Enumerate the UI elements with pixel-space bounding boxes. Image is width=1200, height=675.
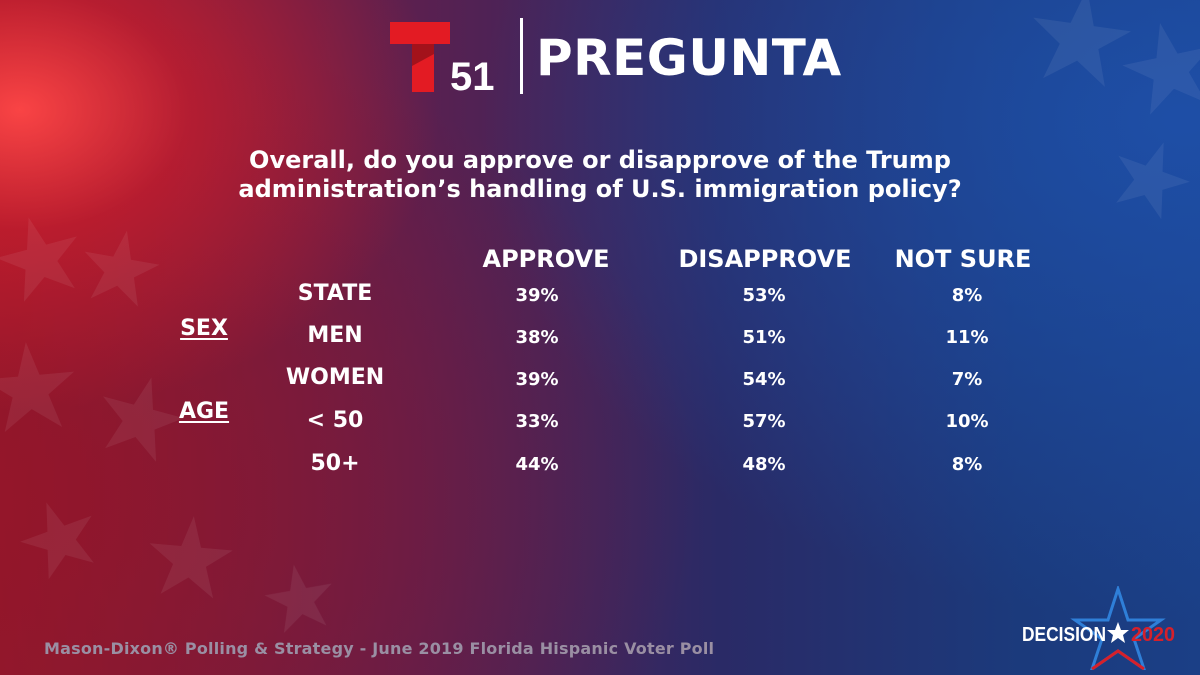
group-label-sex: SEX [180,316,228,341]
cell-value: 57% [742,411,786,432]
badge-star-icon [1107,622,1129,643]
row-label: WOMEN [285,365,385,390]
poll-question: Overall, do you approve or disapprove of… [238,146,962,203]
telemundo-51-logo: 51 [390,22,495,96]
col-header-approve: APPROVE [482,245,610,273]
cell-value: 8% [951,285,983,306]
row-label: MEN [307,323,363,348]
group-label-age: AGE [178,399,230,424]
cell-value: 10% [945,411,989,432]
source-footnote: Mason-Dixon® Polling & Strategy - June 2… [44,639,715,658]
row-label: 50+ [310,451,360,476]
col-header-not-sure: NOT SURE [894,245,1032,273]
logo-number: 51 [450,55,495,96]
cell-value: 39% [515,369,559,390]
cell-value: 44% [515,454,559,475]
col-header-disapprove: DISAPPROVE [678,245,852,273]
header-divider [520,18,523,94]
row-label: < 50 [306,408,364,433]
page-title: PREGUNTA [536,29,842,87]
decision-2020-logo: DECISION 2020 [1022,586,1175,670]
cell-value: 51% [742,327,786,348]
cell-value: 48% [742,454,786,475]
row-label: STATE [297,281,373,306]
cell-value: 11% [945,327,989,348]
cell-value: 38% [515,327,559,348]
cell-value: 39% [515,285,559,306]
cell-value: 7% [951,369,983,390]
cell-value: 53% [742,285,786,306]
cell-value: 54% [742,369,786,390]
badge-decision-text: DECISION [1022,624,1106,646]
badge-year-text: 2020 [1131,624,1175,646]
cell-value: 8% [951,454,983,475]
cell-value: 33% [515,411,559,432]
